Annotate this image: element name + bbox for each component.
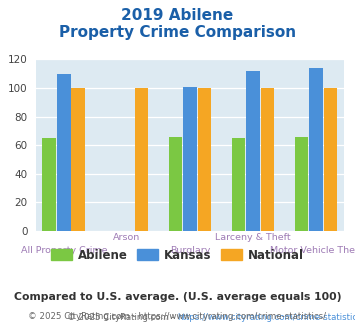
Text: Compared to U.S. average. (U.S. average equals 100): Compared to U.S. average. (U.S. average … (14, 292, 341, 302)
Bar (183, 86, 197, 231)
Bar (71, 88, 85, 231)
Bar (324, 88, 337, 231)
Bar (231, 138, 245, 231)
Text: Arson: Arson (113, 233, 141, 242)
Bar (43, 138, 56, 231)
Bar (309, 68, 323, 231)
Text: © 2025 CityRating.com - https://www.cityrating.com/crime-statistics/: © 2025 CityRating.com - https://www.city… (28, 312, 327, 321)
Bar (197, 88, 211, 231)
Text: Property Crime Comparison: Property Crime Comparison (59, 25, 296, 40)
Text: Larceny & Theft: Larceny & Theft (215, 233, 291, 242)
Bar (169, 137, 182, 231)
Legend: Abilene, Kansas, National: Abilene, Kansas, National (46, 244, 309, 266)
Text: Motor Vehicle Theft: Motor Vehicle Theft (270, 246, 355, 255)
Text: All Property Crime: All Property Crime (21, 246, 107, 255)
Bar (246, 71, 260, 231)
Text: https://www.cityrating.com/crime-statistics/: https://www.cityrating.com/crime-statist… (178, 313, 355, 322)
Bar (261, 88, 274, 231)
Bar (57, 74, 71, 231)
Bar (295, 137, 308, 231)
Bar (135, 88, 148, 231)
Text: 2019 Abilene: 2019 Abilene (121, 8, 234, 23)
Text: Burglary: Burglary (170, 246, 210, 255)
Text: © 2025 CityRating.com -: © 2025 CityRating.com - (67, 313, 178, 322)
